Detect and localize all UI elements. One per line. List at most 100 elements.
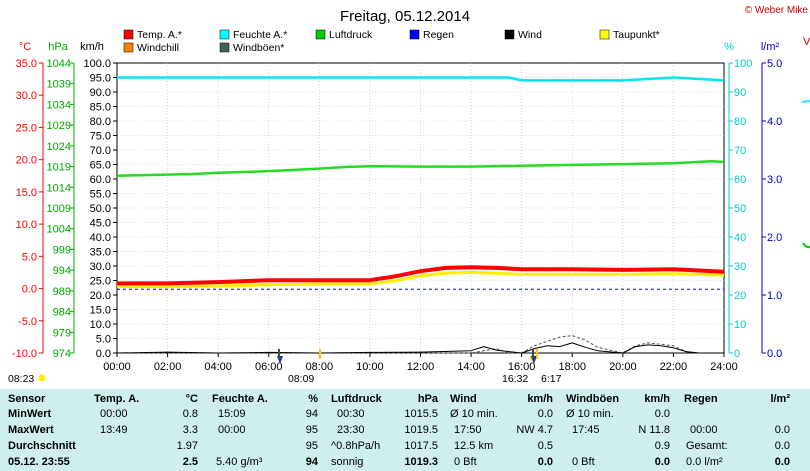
current-rain: 0.0 xyxy=(774,456,790,468)
max-gust-dir: N 11.8 xyxy=(638,424,670,436)
axis-tick-label-kmh: 75.0 xyxy=(90,131,111,143)
legend-swatch xyxy=(219,42,230,53)
current-rain-rate: 0.0 l/m² xyxy=(686,456,723,468)
current-hum-abs: 5.40 g/m³ xyxy=(216,456,263,468)
legend-swatch xyxy=(315,29,326,40)
current-gust: 0.0 xyxy=(654,456,670,468)
axis-tick-label-rain: 0.0 xyxy=(767,348,782,360)
legend-label: Wind xyxy=(518,29,542,41)
header-wind: Wind xyxy=(450,393,477,405)
series-windb-en xyxy=(117,335,724,354)
header-wind-unit: km/h xyxy=(527,393,553,405)
max-wind-time: 17:50 xyxy=(454,424,482,436)
min-wind-label: Ø 10 min. xyxy=(450,408,498,420)
x-tick-label: 16:00 xyxy=(508,361,536,373)
axis-tick-label-percent: 10 xyxy=(734,319,746,331)
right-edge-marks: V xyxy=(801,36,810,249)
max-rain-time: 00:00 xyxy=(690,424,718,436)
row-min-label: MinWert xyxy=(8,408,52,420)
axis-tick-label-celsius: 25.0 xyxy=(16,122,37,134)
axis-tick-label-celsius: 35.0 xyxy=(16,58,37,70)
min-press: 1015.5 xyxy=(404,408,438,420)
axis-tick-label-hpa: 1039 xyxy=(47,79,71,91)
series-temp-a xyxy=(117,265,725,286)
axis-tick-label-kmh: 100.0 xyxy=(83,58,111,70)
axis-tick-label-rain: 3.0 xyxy=(767,174,782,186)
max-temp-time: 13:49 xyxy=(100,424,128,436)
event-label-moon: 6:17 xyxy=(541,373,562,385)
axis-tick-label-hpa: 1044 xyxy=(47,58,71,70)
x-tick-label: 00:00 xyxy=(103,361,131,373)
axis-unit-percent: % xyxy=(724,41,734,53)
max-hum: 95 xyxy=(305,424,318,436)
axis-unit-labels: °C hPa km/h% l/m² xyxy=(19,41,780,53)
axis-tick-label-rain: 1.0 xyxy=(767,290,782,302)
axis-tick-label-kmh: 70.0 xyxy=(90,145,111,157)
event-label-sunrise: 08:23 xyxy=(8,373,34,385)
axis-tick-label-hpa: 1004 xyxy=(47,224,71,236)
axis-unit-celsius: °C xyxy=(19,41,31,53)
sun-moon-events: 08:23 08:09 16:32 6:17 xyxy=(8,349,562,385)
max-temp: 3.3 xyxy=(182,424,198,436)
series-taupunkt xyxy=(117,270,725,289)
axis-tick-label-celsius: 30.0 xyxy=(16,90,37,102)
axis-unit-rain: l/m² xyxy=(761,41,780,53)
axis-tick-label-percent: 90 xyxy=(734,87,746,99)
legend-swatch xyxy=(409,29,420,40)
header-pressure-unit: hPa xyxy=(417,393,438,405)
header-temp: Temp. A. xyxy=(94,393,140,405)
min-hum-time: 15:09 xyxy=(218,408,246,420)
avg-wind-dist: 12.5 km xyxy=(454,440,494,452)
header-sensor: Sensor xyxy=(8,393,46,405)
axis-tick-label-celsius: 10.0 xyxy=(16,219,37,231)
axis-tick-label-kmh: 25.0 xyxy=(90,276,111,288)
axis-tick-label-kmh: 50.0 xyxy=(90,203,111,215)
legend-label: Windböen* xyxy=(233,42,284,54)
axis-tick-label-hpa: 1029 xyxy=(47,120,71,132)
axis-tick-label-kmh: 80.0 xyxy=(90,116,111,128)
axis-tick-label-celsius: 20.0 xyxy=(16,155,37,167)
event-label-moon: 08:09 xyxy=(288,373,314,385)
avg-rain-label: Gesamt: xyxy=(686,440,728,452)
axis-tick-label-kmh: 0.0 xyxy=(96,348,111,360)
min-gust-label: Ø 10 min. xyxy=(566,408,614,420)
header-pressure: Luftdruck xyxy=(331,393,382,405)
axis-tick-label-percent: 30 xyxy=(734,261,746,273)
axis-tick-label-celsius: 5.0 xyxy=(22,251,37,263)
min-hum: 94 xyxy=(305,408,318,420)
row-avg-label: Durchschnitt xyxy=(8,440,76,452)
chart-title: Freitag, 05.12.2014 xyxy=(340,8,470,25)
header-temp-unit: °C xyxy=(185,393,198,405)
axis-tick-label-celsius: -5.0 xyxy=(18,316,37,328)
current-wind: 0.0 xyxy=(537,456,553,468)
axis-tick-label-hpa: 1019 xyxy=(47,162,71,174)
axis-tick-label-kmh: 5.0 xyxy=(96,334,111,346)
axis-tick-label-kmh: 15.0 xyxy=(90,305,111,317)
axis-tick-label-hpa: 1034 xyxy=(47,99,71,111)
axis-tick-label-kmh: 40.0 xyxy=(90,232,111,244)
x-tick-label: 12:00 xyxy=(407,361,435,373)
min-wind: 0.0 xyxy=(537,408,553,420)
max-rain: 0.0 xyxy=(774,424,790,436)
legend-label: Luftdruck xyxy=(329,29,373,41)
x-tick-label: 18:00 xyxy=(558,361,586,373)
legend-label: Taupunkt* xyxy=(613,29,660,41)
x-tick-label: 02:00 xyxy=(154,361,182,373)
axis-unit-kmh: km/h xyxy=(80,41,104,53)
min-press-time: 00:30 xyxy=(337,408,365,420)
max-press: 1019.5 xyxy=(404,424,438,436)
legend-swatch xyxy=(504,29,515,40)
x-tick-label: 08:00 xyxy=(306,361,334,373)
avg-press: 1017.5 xyxy=(404,440,438,452)
axes: 35.0 30.0 25.0 20.0 15.0 10.0 5.0 0.0 -5.0 -10.0 1… xyxy=(12,58,782,360)
current-press: 1019.3 xyxy=(404,456,438,468)
axis-tick-label-kmh: 55.0 xyxy=(90,189,111,201)
avg-gust: 0.9 xyxy=(654,440,670,452)
avg-rain: 0.0 xyxy=(774,440,790,452)
axis-tick-label-percent: 60 xyxy=(734,174,746,186)
x-tick-label: 20:00 xyxy=(609,361,637,373)
legend-swatch xyxy=(219,29,230,40)
axis-tick-label-celsius: 15.0 xyxy=(16,187,37,199)
axis-tick-label-hpa: 974 xyxy=(53,348,71,360)
statistics-table: Sensor Temp. A. °C Feuchte A. % Luftdruc… xyxy=(0,389,810,471)
